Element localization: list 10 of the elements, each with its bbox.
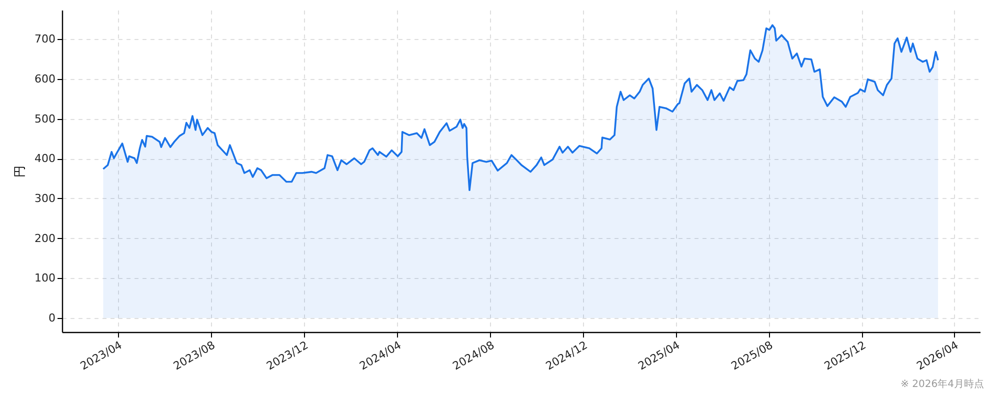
y-tick-label: 500: [34, 112, 56, 126]
y-axis-title: 円: [12, 166, 27, 178]
y-tick-label: 200: [34, 232, 56, 245]
y-tick-label: 100: [34, 272, 56, 285]
y-tick-label: 0: [48, 312, 56, 325]
y-tick-label: 300: [34, 192, 56, 205]
y-tick-label: 700: [34, 32, 56, 46]
y-tick-label: 600: [34, 72, 56, 86]
y-tick-label: 400: [34, 152, 56, 166]
text: ※ 2026年4月時点: [900, 378, 984, 391]
